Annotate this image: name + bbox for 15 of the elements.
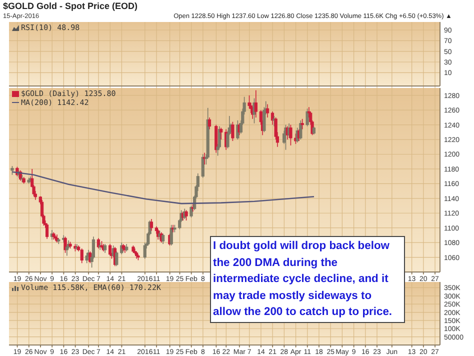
- annotation: I doubt gold will drop back below the 200 DMA during the intermediate cycle decline, and it may trade mostly sideways to allow the 200 to catch up to price.: [210, 236, 405, 323]
- candlestick: [150, 218, 154, 232]
- candlestick: [289, 124, 292, 146]
- candlestick: [170, 224, 173, 246]
- candlestick: [208, 117, 212, 130]
- candlestick: [80, 248, 84, 264]
- candlestick: [299, 120, 302, 140]
- candlestick: [108, 244, 112, 256]
- candlestick: [184, 210, 188, 221]
- candlestick: [162, 233, 165, 244]
- candlestick: [266, 104, 270, 118]
- chart-title: $GOLD Gold - Spot Price (EOD): [3, 1, 138, 11]
- candlestick: [306, 108, 309, 127]
- candlestick: [248, 94, 251, 110]
- candlestick: [300, 118, 304, 130]
